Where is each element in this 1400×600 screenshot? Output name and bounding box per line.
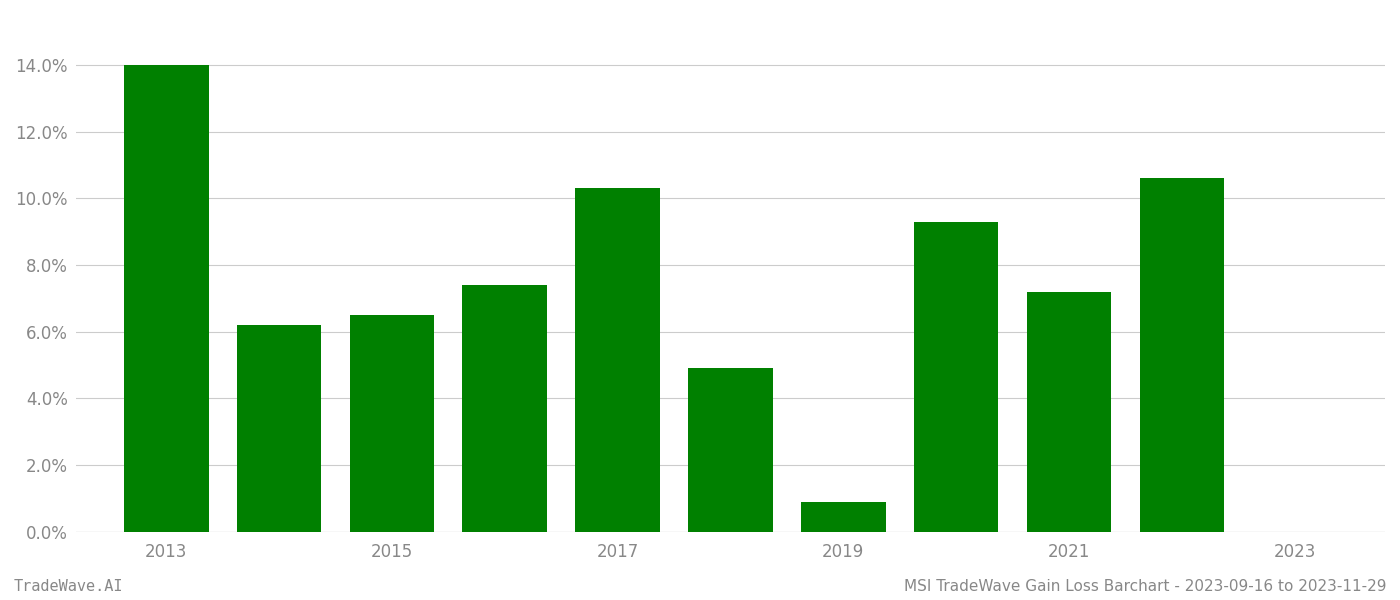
Bar	[125, 65, 209, 532]
Text: MSI TradeWave Gain Loss Barchart - 2023-09-16 to 2023-11-29: MSI TradeWave Gain Loss Barchart - 2023-…	[903, 579, 1386, 594]
Bar	[1140, 178, 1224, 532]
Text: TradeWave.AI: TradeWave.AI	[14, 579, 123, 594]
Bar	[914, 222, 998, 532]
Bar	[689, 368, 773, 532]
Bar	[237, 325, 322, 532]
Bar	[1026, 292, 1112, 532]
Bar	[575, 188, 659, 532]
Bar	[801, 502, 886, 532]
Bar	[462, 285, 547, 532]
Bar	[350, 315, 434, 532]
